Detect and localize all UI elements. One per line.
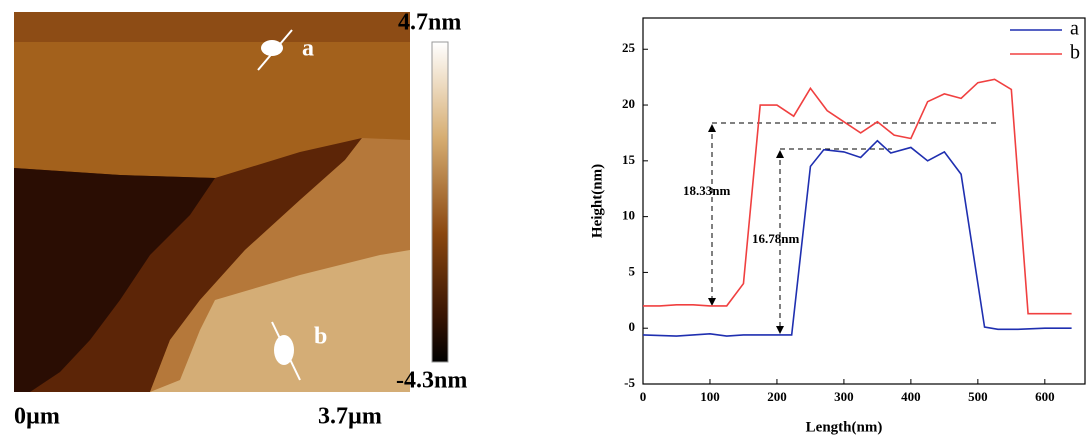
- x-tick-label: 200: [767, 389, 787, 404]
- annotation: 18.33nm: [683, 183, 730, 198]
- colorbar: [432, 42, 448, 362]
- colorbar-max: 4.7nm: [398, 10, 461, 36]
- afm-image: a b: [14, 12, 410, 392]
- annotation: 16.78nm: [752, 231, 799, 246]
- line-series: [643, 141, 1072, 336]
- y-tick-label: 10: [622, 208, 635, 223]
- particle-label: a: [302, 36, 314, 62]
- y-axis-label: Height(nm): [589, 164, 605, 238]
- legend-label: a: [1070, 18, 1079, 40]
- figure: a b 4.7nm -4.3nm 0µm 3.7µm 18.33nm 16.78…: [0, 0, 1086, 436]
- legend-label: b: [1070, 42, 1080, 64]
- x-tick-label: 400: [901, 389, 921, 404]
- scale-end: 3.7µm: [318, 404, 382, 430]
- y-tick-label: 25: [622, 40, 636, 55]
- x-tick-label: 300: [834, 389, 854, 404]
- x-tick-label: 500: [968, 389, 988, 404]
- x-tick-label: 0: [640, 389, 647, 404]
- y-tick-label: -5: [624, 375, 635, 390]
- x-axis-label: Length(nm): [806, 419, 883, 435]
- arrow-heads: [708, 124, 784, 334]
- particle-label: b: [314, 324, 327, 350]
- scale-start: 0µm: [14, 404, 60, 430]
- x-tick-label: 100: [700, 389, 720, 404]
- y-tick-label: 15: [622, 152, 636, 167]
- colorbar-min: -4.3nm: [396, 368, 467, 394]
- y-tick-label: 0: [629, 319, 636, 334]
- y-tick-label: 20: [622, 96, 635, 111]
- y-tick-label: 5: [629, 263, 636, 278]
- x-tick-label: 600: [1035, 389, 1055, 404]
